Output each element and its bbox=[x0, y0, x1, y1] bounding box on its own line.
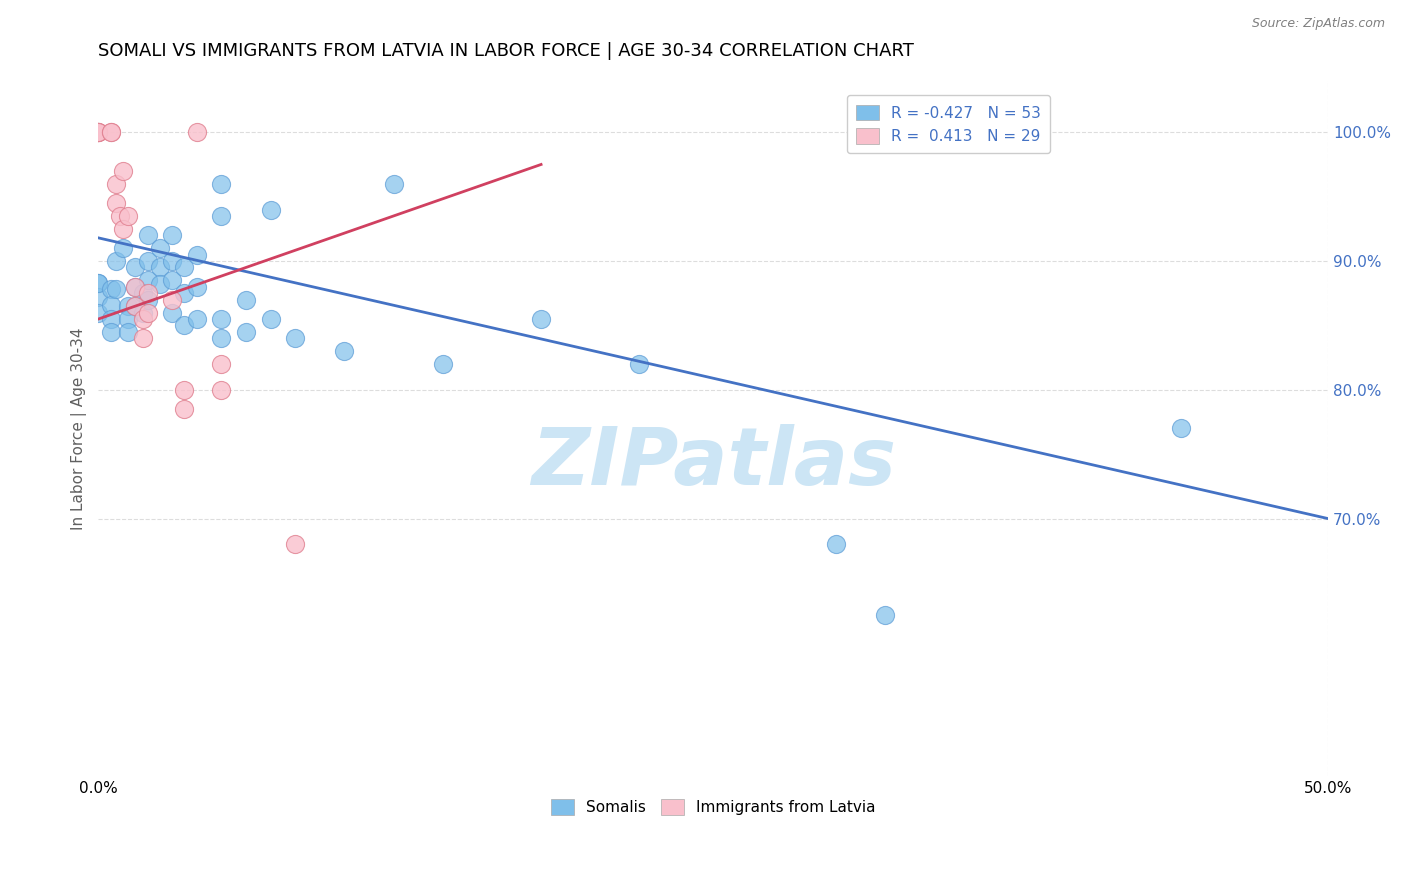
Point bbox=[104, 196, 127, 211]
Point bbox=[136, 286, 159, 301]
Point bbox=[124, 299, 146, 313]
Point bbox=[111, 222, 134, 236]
Point bbox=[87, 125, 110, 139]
Text: SOMALI VS IMMIGRANTS FROM LATVIA IN LABOR FORCE | AGE 30-34 CORRELATION CHART: SOMALI VS IMMIGRANTS FROM LATVIA IN LABO… bbox=[98, 42, 914, 60]
Point bbox=[628, 357, 651, 371]
Legend: Somalis, Immigrants from Latvia: Somalis, Immigrants from Latvia bbox=[541, 789, 884, 824]
Point bbox=[87, 276, 110, 290]
Point bbox=[117, 299, 139, 313]
Point bbox=[284, 537, 307, 551]
Point bbox=[124, 280, 146, 294]
Point bbox=[173, 318, 195, 333]
Y-axis label: In Labor Force | Age 30-34: In Labor Force | Age 30-34 bbox=[72, 327, 87, 530]
Point bbox=[124, 299, 146, 313]
Point bbox=[104, 254, 127, 268]
Point bbox=[209, 331, 232, 345]
Point bbox=[209, 312, 232, 326]
Point bbox=[87, 305, 110, 319]
Point bbox=[173, 402, 195, 417]
Point bbox=[530, 312, 553, 326]
Point bbox=[136, 273, 159, 287]
Point bbox=[160, 254, 183, 268]
Point bbox=[160, 293, 183, 307]
Point bbox=[100, 312, 122, 326]
Point bbox=[104, 282, 127, 296]
Point bbox=[131, 305, 153, 319]
Point bbox=[124, 280, 146, 294]
Point bbox=[131, 286, 153, 301]
Point bbox=[382, 177, 405, 191]
Point bbox=[131, 312, 153, 326]
Point bbox=[186, 247, 208, 261]
Text: Source: ZipAtlas.com: Source: ZipAtlas.com bbox=[1251, 17, 1385, 29]
Point bbox=[825, 537, 848, 551]
Point bbox=[110, 209, 132, 223]
Point bbox=[186, 125, 208, 139]
Point bbox=[259, 312, 281, 326]
Point bbox=[235, 325, 257, 339]
Point bbox=[136, 254, 159, 268]
Point bbox=[173, 383, 195, 397]
Point bbox=[87, 290, 110, 304]
Point bbox=[186, 280, 208, 294]
Point bbox=[87, 125, 110, 139]
Point bbox=[100, 125, 122, 139]
Point bbox=[1170, 421, 1192, 435]
Point bbox=[100, 298, 122, 312]
Point bbox=[117, 312, 139, 326]
Point bbox=[186, 312, 208, 326]
Point bbox=[259, 202, 281, 217]
Point bbox=[209, 357, 232, 371]
Point bbox=[160, 273, 183, 287]
Point bbox=[87, 276, 110, 290]
Point bbox=[209, 209, 232, 223]
Point bbox=[209, 177, 232, 191]
Point bbox=[875, 608, 897, 623]
Point bbox=[173, 286, 195, 301]
Point bbox=[124, 260, 146, 275]
Point bbox=[149, 260, 172, 275]
Point bbox=[160, 305, 183, 319]
Point bbox=[149, 277, 172, 292]
Point bbox=[284, 331, 307, 345]
Point bbox=[100, 282, 122, 296]
Point bbox=[136, 293, 159, 307]
Point bbox=[104, 177, 127, 191]
Point bbox=[100, 325, 122, 339]
Point bbox=[117, 325, 139, 339]
Point bbox=[209, 383, 232, 397]
Point bbox=[235, 293, 257, 307]
Point bbox=[173, 260, 195, 275]
Point bbox=[333, 344, 356, 359]
Point bbox=[131, 331, 153, 345]
Point bbox=[111, 164, 134, 178]
Point bbox=[136, 305, 159, 319]
Point bbox=[160, 228, 183, 243]
Text: ZIPatlas: ZIPatlas bbox=[530, 425, 896, 502]
Point bbox=[111, 241, 134, 255]
Point bbox=[87, 125, 110, 139]
Point bbox=[149, 241, 172, 255]
Point bbox=[432, 357, 454, 371]
Point bbox=[100, 125, 122, 139]
Point bbox=[136, 228, 159, 243]
Point bbox=[117, 209, 139, 223]
Point bbox=[87, 125, 110, 139]
